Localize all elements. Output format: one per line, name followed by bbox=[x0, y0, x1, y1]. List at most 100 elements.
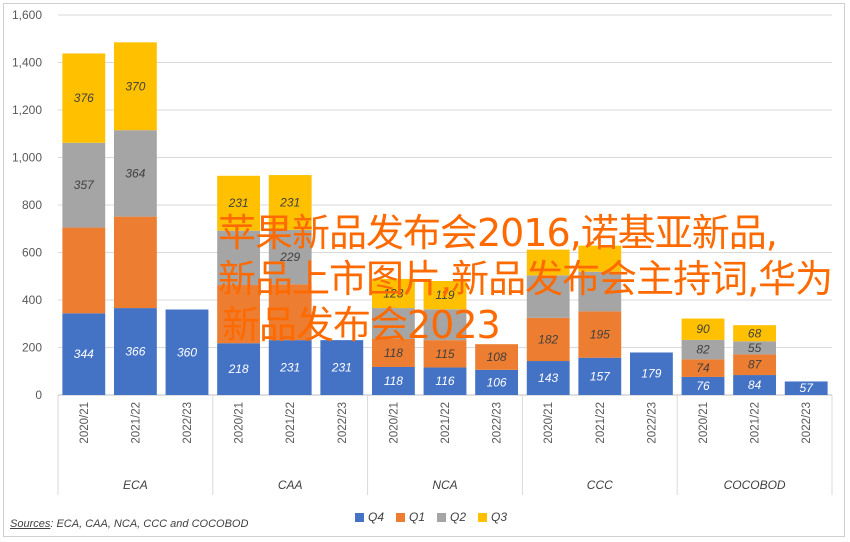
y-tick-label: 400 bbox=[22, 293, 42, 307]
data-label-q3: 231 bbox=[279, 196, 300, 210]
bar-segment-q4 bbox=[320, 340, 364, 395]
bar-segment-q4 bbox=[475, 369, 519, 395]
y-tick-label: 600 bbox=[22, 246, 42, 260]
x-tick-label: 2021/22 bbox=[130, 402, 142, 444]
bar-segment-q1 bbox=[526, 317, 570, 362]
data-label-q1: 118 bbox=[384, 346, 403, 360]
bar-segment-q2 bbox=[681, 339, 725, 360]
bar-segment-q2 bbox=[371, 308, 415, 339]
overlay-line-2: 新品上市图片,新品发布会主持词,华为 bbox=[218, 257, 833, 301]
x-tick-label: 2022/23 bbox=[646, 402, 658, 444]
data-label-q1: 115 bbox=[435, 347, 454, 361]
data-label-q3: 119 bbox=[435, 288, 454, 302]
bar-segment-q4 bbox=[113, 308, 157, 395]
data-label-q4: 344 bbox=[74, 347, 94, 361]
data-label-q4: 366 bbox=[125, 345, 145, 359]
bar-segment-q1 bbox=[475, 344, 519, 370]
bar-segment-q1 bbox=[371, 338, 415, 367]
x-tick-label: 2020/21 bbox=[698, 402, 710, 444]
legend-item-q3: Q3 bbox=[478, 510, 507, 524]
data-label-q4: 106 bbox=[487, 375, 507, 389]
y-tick-label: 800 bbox=[22, 198, 42, 212]
bar-segment-q4 bbox=[165, 309, 209, 395]
legend-label-q1: Q1 bbox=[409, 510, 426, 524]
legend-label-q4: Q4 bbox=[368, 510, 385, 524]
data-label-q2: 357 bbox=[74, 178, 95, 192]
bar-segment-q2 bbox=[62, 142, 106, 228]
bar-segment-q3 bbox=[217, 175, 261, 231]
data-label-q4: 118 bbox=[384, 374, 403, 388]
source-text: : ECA, CAA, NCA, CCC and COCOBOD bbox=[50, 518, 249, 530]
data-label-q2: 55 bbox=[748, 341, 762, 355]
overlay-line-3: 新品发布会2023 bbox=[222, 303, 501, 347]
data-label-q4: 360 bbox=[177, 345, 197, 359]
y-tick-label: 1,600 bbox=[12, 8, 42, 22]
data-label-q3: 376 bbox=[74, 91, 94, 105]
bar-segment-q4 bbox=[629, 352, 673, 395]
bar-segment-q1 bbox=[578, 311, 622, 358]
group-label: CCC bbox=[587, 478, 613, 492]
source-note: Sources: ECA, CAA, NCA, CCC and COCOBOD bbox=[10, 518, 248, 530]
data-label-q4: 231 bbox=[279, 361, 300, 375]
x-tick-label: 2022/23 bbox=[337, 402, 349, 444]
bar-segment-q4 bbox=[62, 313, 106, 395]
data-label-q4: 231 bbox=[331, 361, 352, 375]
bar-segment-q1 bbox=[62, 227, 106, 314]
data-label-q3: 123 bbox=[383, 286, 403, 300]
data-label-q2: 364 bbox=[125, 166, 145, 180]
bar-segment-q4 bbox=[217, 343, 261, 395]
data-label-q4: 218 bbox=[228, 362, 249, 376]
data-label-q4: 157 bbox=[590, 369, 611, 383]
bar-segment-q1 bbox=[681, 359, 725, 377]
bar-segment-q2 bbox=[268, 229, 312, 285]
data-label-q4: 57 bbox=[800, 381, 815, 395]
group-label: CAA bbox=[278, 478, 303, 492]
group-label: ECA bbox=[123, 478, 148, 492]
legend: Q4 Q1 Q2 Q3 bbox=[355, 510, 507, 524]
bar-segment-q3 bbox=[371, 278, 415, 309]
legend-swatch-q4 bbox=[355, 512, 364, 522]
bar-segment-q1 bbox=[423, 340, 467, 368]
x-tick-label: 2021/22 bbox=[595, 402, 607, 444]
data-label-q4: 76 bbox=[696, 379, 710, 393]
y-tick-label: 0 bbox=[35, 388, 42, 402]
bar-segment-q4 bbox=[578, 357, 622, 395]
bar-segment-q2 bbox=[423, 309, 467, 341]
y-tick-label: 1,200 bbox=[12, 103, 42, 117]
data-label-q1: 87 bbox=[748, 358, 763, 372]
group-label: NCA bbox=[432, 478, 457, 492]
data-label-q4: 116 bbox=[435, 374, 454, 388]
x-tick-label: 2020/21 bbox=[234, 402, 246, 444]
y-tick-label: 1,400 bbox=[12, 56, 42, 70]
legend-label-q2: Q2 bbox=[450, 510, 467, 524]
bar-segment-q4 bbox=[526, 361, 570, 395]
bar-segment-q4 bbox=[733, 375, 777, 395]
data-label-q2: 229 bbox=[279, 250, 300, 264]
data-label-q3: 68 bbox=[748, 326, 762, 340]
bar-segment-q3 bbox=[733, 325, 777, 342]
data-label-q1: 74 bbox=[696, 361, 710, 375]
data-label-q4: 143 bbox=[538, 371, 558, 385]
bar-segment-q3 bbox=[423, 281, 467, 310]
overlay-line-1: 苹果新品发布会2016,诺基亚新品, bbox=[218, 211, 778, 255]
data-label-q4: 84 bbox=[748, 378, 762, 392]
data-label-q2: 82 bbox=[696, 343, 710, 357]
legend-item-q1: Q1 bbox=[396, 510, 425, 524]
overlay-caption: 苹果新品发布会2016,诺基亚新品, 新品上市图片,新品发布会主持词,华为 新品… bbox=[218, 210, 833, 348]
y-tick-label: 200 bbox=[22, 341, 42, 355]
legend-item-q2: Q2 bbox=[437, 510, 466, 524]
bar-segment-q3 bbox=[578, 245, 622, 272]
bar-segment-q4 bbox=[681, 376, 725, 395]
bar-segment-q4 bbox=[371, 366, 415, 395]
data-label-q1: 108 bbox=[487, 350, 507, 364]
x-tick-label: 2020/21 bbox=[388, 402, 400, 444]
legend-swatch-q1 bbox=[396, 512, 406, 522]
group-label: COCOBOD bbox=[724, 478, 786, 492]
data-label-q3: 370 bbox=[125, 79, 145, 93]
bar-segment-q1 bbox=[217, 285, 261, 344]
data-label-q4: 179 bbox=[641, 367, 661, 381]
bar-segment-q2 bbox=[578, 271, 622, 312]
bar-segment-q4 bbox=[268, 340, 312, 395]
bar-segment-q1 bbox=[113, 216, 157, 309]
